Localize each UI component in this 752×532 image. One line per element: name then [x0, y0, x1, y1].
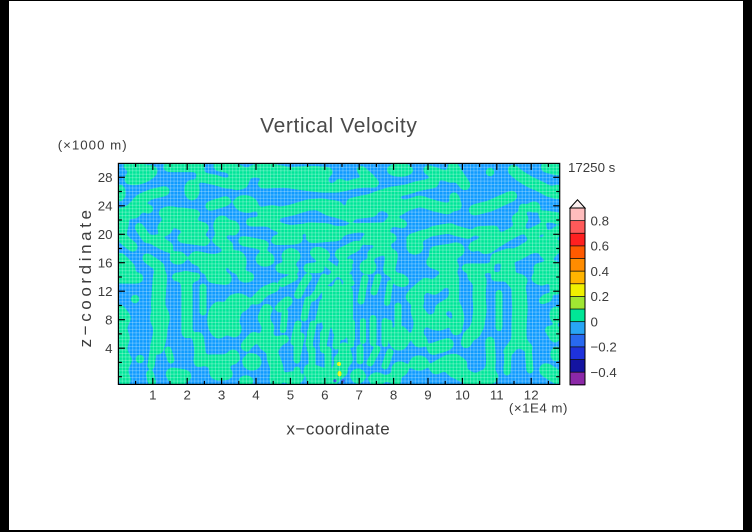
- svg-text:8: 8: [390, 387, 397, 402]
- svg-text:4: 4: [105, 341, 112, 356]
- svg-text:12: 12: [524, 387, 539, 402]
- svg-text:28: 28: [98, 170, 113, 185]
- svg-text:−0.4: −0.4: [591, 365, 617, 380]
- svg-text:(×1E4 m): (×1E4 m): [509, 401, 568, 416]
- svg-text:−0.2: −0.2: [591, 340, 617, 355]
- svg-text:z−coordinate: z−coordinate: [76, 206, 95, 347]
- svg-text:0.2: 0.2: [591, 289, 610, 304]
- svg-text:Vertical Velocity: Vertical Velocity: [260, 115, 417, 138]
- svg-text:0.4: 0.4: [591, 264, 610, 279]
- svg-text:0: 0: [591, 314, 598, 329]
- svg-text:7: 7: [355, 387, 362, 402]
- svg-text:2: 2: [183, 387, 190, 402]
- svg-text:9: 9: [424, 387, 431, 402]
- svg-text:12: 12: [98, 284, 113, 299]
- svg-text:11: 11: [490, 387, 504, 402]
- svg-text:5: 5: [287, 387, 294, 402]
- svg-text:16: 16: [98, 255, 113, 270]
- svg-text:(×1000 m): (×1000 m): [58, 138, 128, 153]
- svg-text:1: 1: [149, 387, 156, 402]
- svg-text:4: 4: [252, 387, 259, 402]
- svg-text:17250 s: 17250 s: [568, 160, 616, 175]
- svg-text:x−coordinate: x−coordinate: [286, 420, 390, 439]
- svg-text:6: 6: [321, 387, 328, 402]
- svg-text:10: 10: [455, 387, 470, 402]
- svg-text:20: 20: [98, 227, 113, 242]
- svg-text:24: 24: [98, 199, 113, 214]
- svg-text:0.8: 0.8: [591, 213, 610, 228]
- svg-text:0.6: 0.6: [591, 239, 610, 254]
- svg-text:3: 3: [218, 387, 225, 402]
- svg-text:8: 8: [105, 312, 112, 327]
